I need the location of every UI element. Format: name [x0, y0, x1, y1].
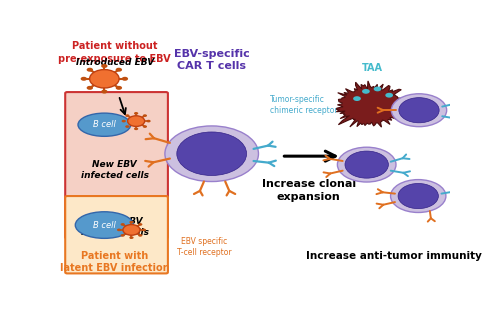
Circle shape [130, 236, 134, 239]
Circle shape [138, 234, 142, 237]
Circle shape [134, 112, 138, 115]
Circle shape [90, 70, 119, 88]
Text: Tumor-specific
chimeric receptor: Tumor-specific chimeric receptor [270, 95, 338, 116]
Text: TAA: TAA [362, 63, 383, 73]
Text: Introduced EBV: Introduced EBV [76, 58, 154, 67]
Circle shape [386, 93, 393, 98]
Circle shape [353, 96, 361, 101]
Ellipse shape [392, 94, 446, 127]
Circle shape [399, 98, 439, 123]
Ellipse shape [78, 113, 130, 136]
Text: EBV specific
T-cell receptor: EBV specific T-cell receptor [176, 237, 231, 257]
Text: B cell: B cell [93, 220, 116, 230]
Circle shape [122, 77, 128, 81]
Text: Increase anti-tumor immunity: Increase anti-tumor immunity [306, 251, 482, 261]
FancyBboxPatch shape [65, 196, 168, 273]
Circle shape [146, 120, 150, 122]
Circle shape [120, 234, 125, 237]
Circle shape [143, 114, 147, 117]
Text: Patient without
pre-exposure to EBV: Patient without pre-exposure to EBV [58, 41, 171, 64]
Circle shape [130, 221, 134, 224]
Ellipse shape [76, 212, 134, 238]
Circle shape [374, 87, 382, 91]
Circle shape [101, 89, 107, 94]
Text: EBV-specific
CAR T cells: EBV-specific CAR T cells [174, 49, 250, 71]
Circle shape [122, 120, 126, 122]
Text: Patient with
latent EBV infection: Patient with latent EBV infection [60, 251, 170, 273]
Circle shape [142, 229, 146, 231]
Polygon shape [336, 81, 412, 127]
FancyBboxPatch shape [65, 92, 168, 238]
Circle shape [177, 132, 246, 176]
Circle shape [116, 68, 122, 72]
Circle shape [398, 183, 438, 208]
Circle shape [138, 223, 142, 226]
Circle shape [80, 77, 87, 81]
Text: B cell: B cell [93, 120, 116, 129]
Circle shape [128, 116, 144, 127]
Circle shape [120, 223, 125, 226]
Circle shape [86, 86, 93, 90]
Circle shape [123, 225, 140, 235]
Circle shape [345, 151, 389, 178]
Circle shape [86, 68, 93, 72]
Circle shape [143, 125, 147, 128]
Ellipse shape [338, 147, 396, 182]
Circle shape [117, 229, 121, 231]
Circle shape [125, 114, 130, 117]
Text: New EBV
infected cells: New EBV infected cells [81, 160, 149, 180]
Circle shape [116, 86, 122, 90]
Circle shape [101, 64, 107, 68]
Circle shape [134, 127, 138, 130]
Ellipse shape [165, 126, 258, 181]
Text: Latent EBV
infected cells: Latent EBV infected cells [81, 217, 149, 237]
Text: Increase clonal
expansion: Increase clonal expansion [262, 179, 356, 202]
Circle shape [125, 125, 130, 128]
Circle shape [362, 89, 370, 94]
Ellipse shape [390, 180, 446, 213]
